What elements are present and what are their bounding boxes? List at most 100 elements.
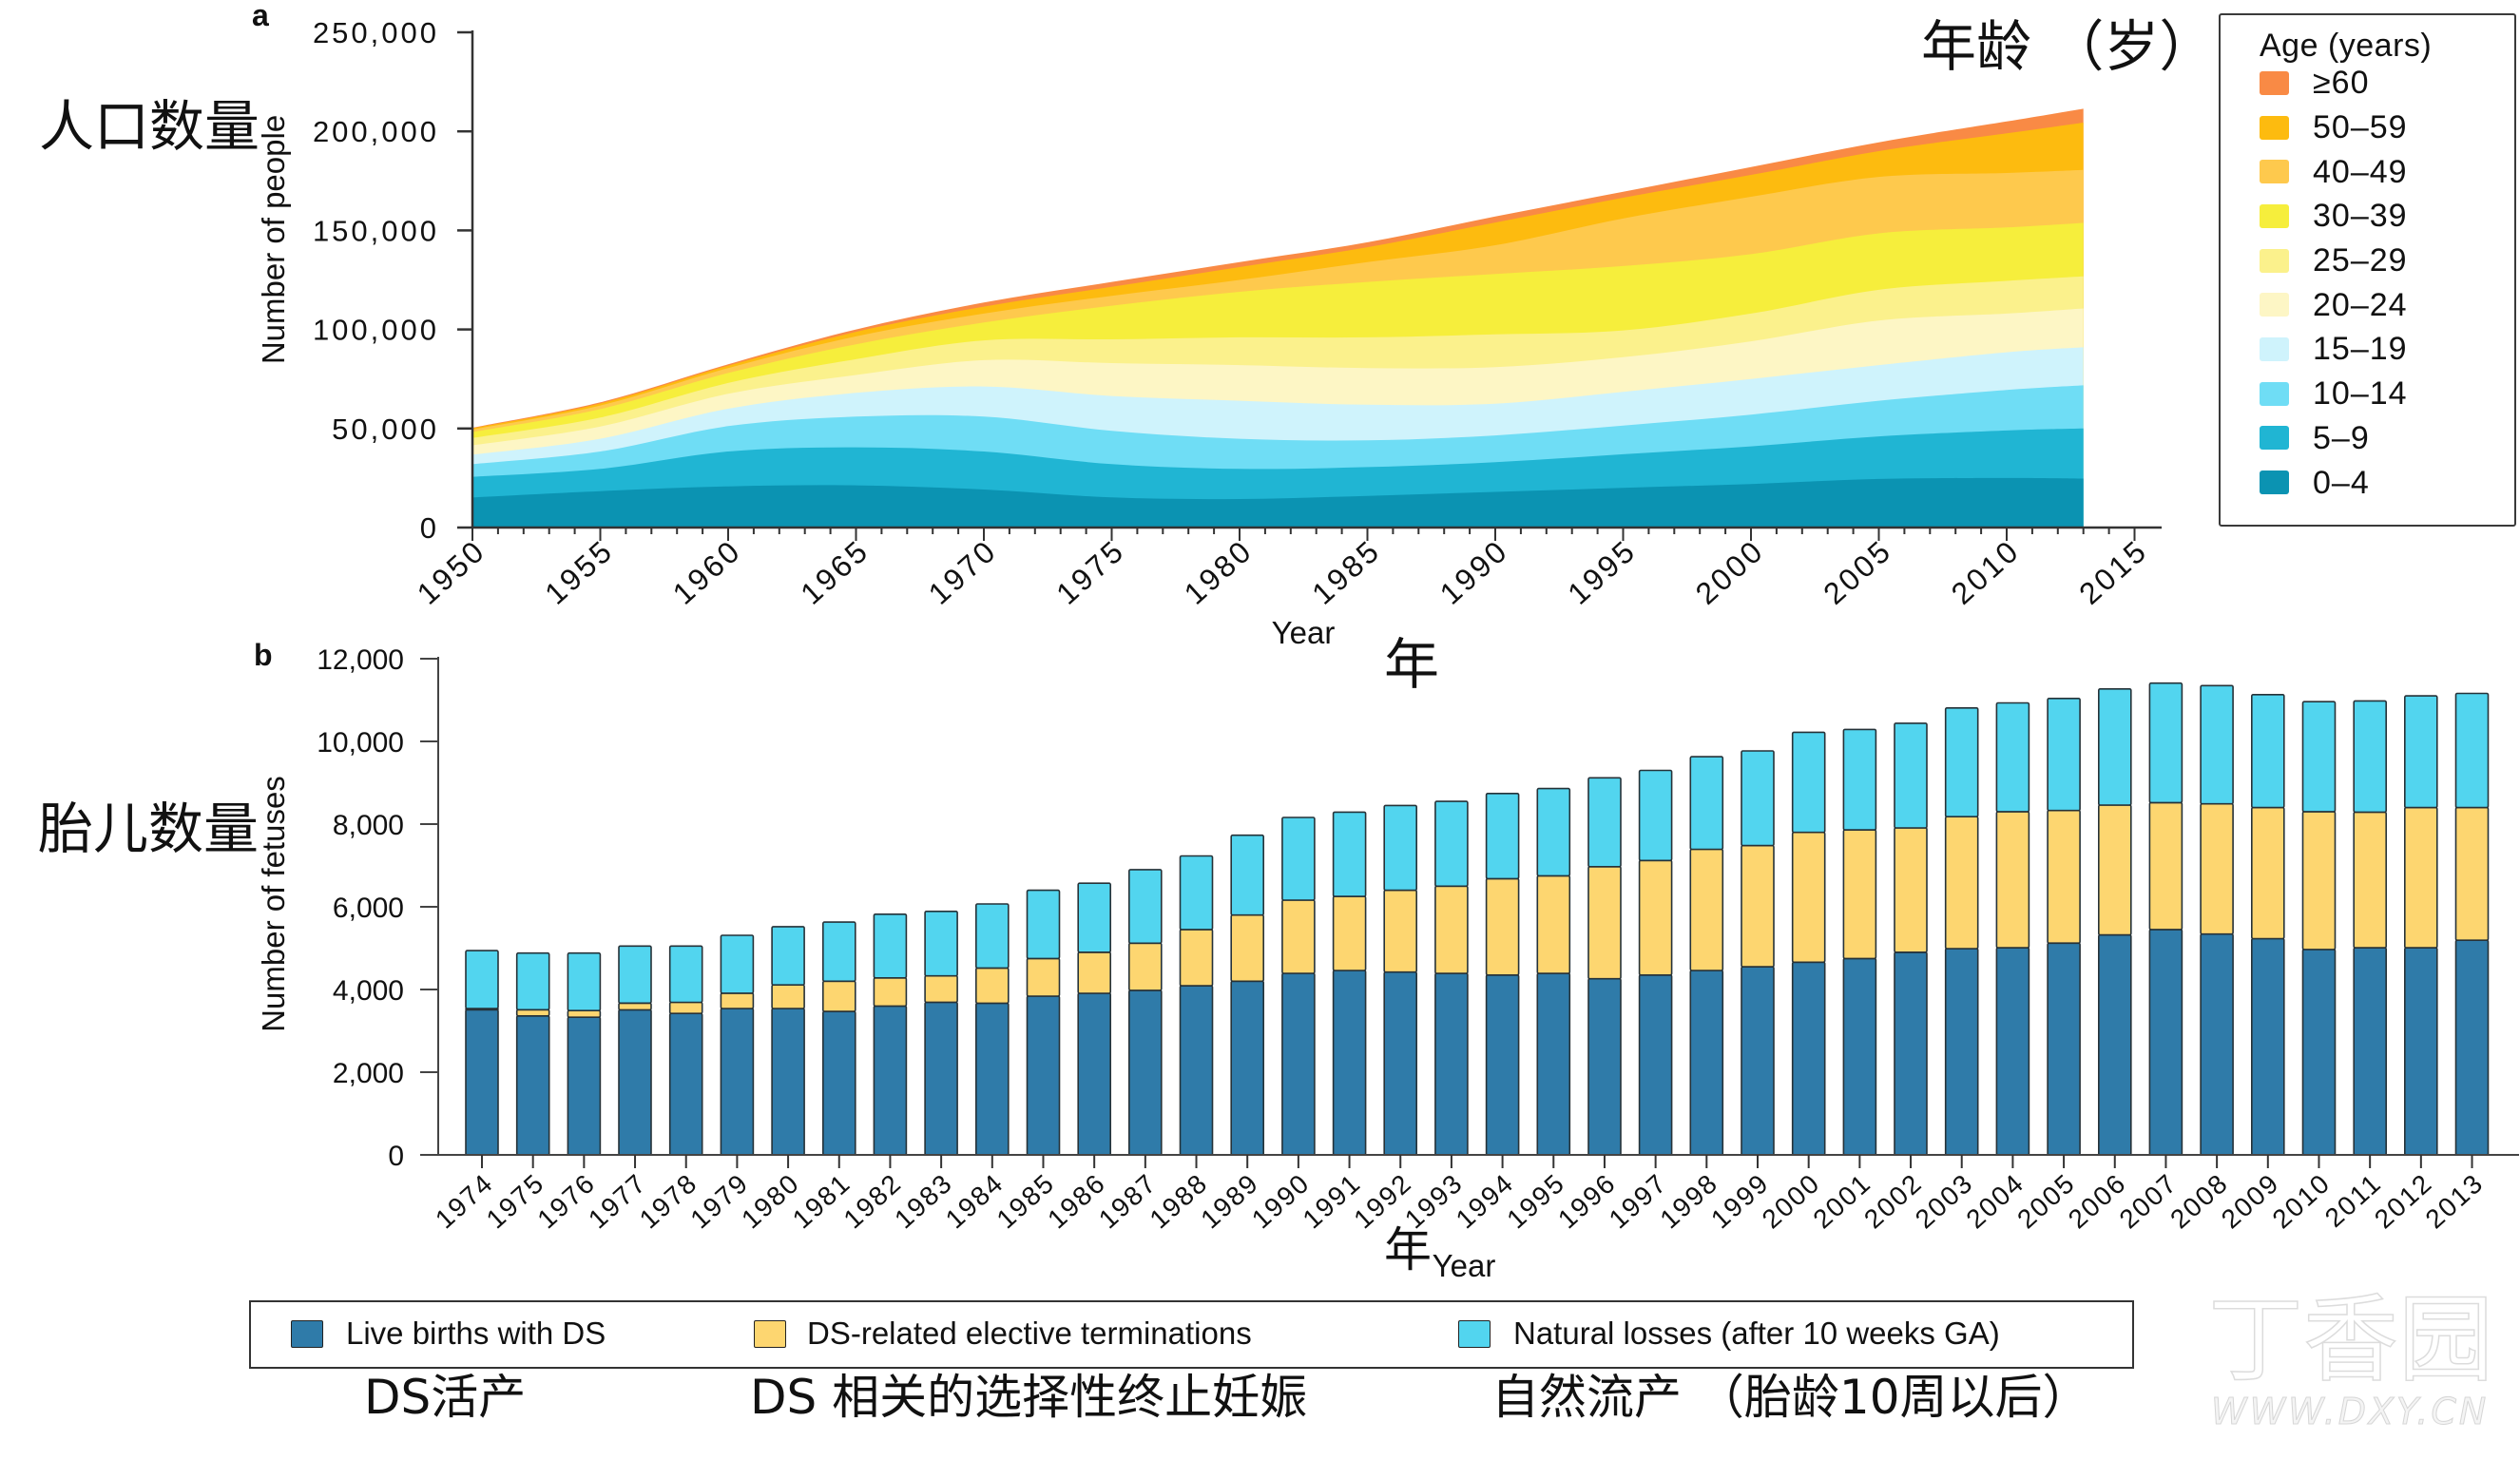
watermark-url: WWW.DXY.CN (2210, 1391, 2490, 1432)
legend-age-groups: Age (years) ≥60 50–59 40–49 30–39 25–29 … (2219, 13, 2516, 527)
y-tick-label: 150,000 (313, 214, 439, 247)
legend-swatch (2260, 115, 2289, 140)
bar-segment-live-births-with-ds (873, 1005, 908, 1156)
bar-segment-ds-related-elective-terminations (2454, 806, 2490, 941)
zh-ylabel-population: 人口数量 (39, 94, 260, 159)
y-tick-label: 100,000 (313, 314, 439, 347)
bar-segment-ds-related-elective-terminations (1077, 951, 1111, 994)
x-tick-label: 2008 (2164, 1167, 2234, 1234)
legend-item: 5–9 (2260, 416, 2408, 461)
legend-label: 10–14 (2313, 375, 2408, 413)
bar-segment-natural-losses-after-10-weeks-ga (1434, 800, 1469, 888)
bar-segment-natural-losses-after-10-weeks-ga (720, 934, 755, 994)
x-tick-label: 1987 (1093, 1167, 1163, 1234)
bar-segment-live-births-with-ds (821, 1010, 856, 1156)
bar-segment-natural-losses-after-10-weeks-ga (873, 912, 908, 979)
bar-segment-ds-related-elective-terminations (1485, 877, 1520, 976)
bar-stack-2010 (2301, 701, 2337, 1156)
legend-swatch (2260, 293, 2289, 317)
legend-swatch (2260, 381, 2289, 406)
bar-segment-natural-losses-after-10-weeks-ga (1741, 750, 1775, 847)
legend-label: 40–49 (2313, 153, 2408, 190)
bar-stack-2002 (1894, 722, 1928, 1156)
bar-segment-natural-losses-after-10-weeks-ga (1128, 869, 1163, 945)
legend-swatch (2260, 70, 2289, 95)
x-tick-label: 1988 (1145, 1167, 1214, 1234)
legend-label-elective-terminations: DS-related elective terminations (807, 1316, 1252, 1351)
bar-stack-1984 (975, 903, 1010, 1156)
bar-stack-1978 (668, 945, 703, 1156)
x-tick-label: 2000 (1757, 1167, 1826, 1234)
x-tick-label: 1960 (666, 532, 748, 610)
bar-segment-natural-losses-after-10-weeks-ga (1383, 804, 1417, 892)
bar-segment-live-births-with-ds (1894, 951, 1928, 1156)
bar-segment-ds-related-elective-terminations (2301, 811, 2337, 951)
bar-segment-ds-related-elective-terminations (1689, 848, 1724, 971)
bar-segment-ds-related-elective-terminations (2148, 801, 2183, 931)
x-tick-label: 1975 (1049, 532, 1131, 610)
bar-segment-natural-losses-after-10-weeks-ga (2454, 692, 2490, 809)
bar-segment-live-births-with-ds (2251, 937, 2285, 1156)
bar-stack-1998 (1689, 756, 1724, 1156)
legend-swatch (2260, 471, 2289, 495)
y-tick-label: 200,000 (313, 115, 439, 148)
x-tick-label: 2005 (1817, 532, 1898, 610)
legend-fetus-outcomes: Live births with DS DS-related elective … (249, 1300, 2134, 1369)
bar-segment-live-births-with-ds (668, 1012, 703, 1156)
bar-segment-ds-related-elective-terminations (821, 980, 856, 1012)
y-tick-label: 10,000 (317, 727, 404, 759)
bar-stack-2003 (1944, 706, 1979, 1156)
y-tick-label: 50,000 (332, 413, 439, 446)
bar-segment-live-births-with-ds (1842, 957, 1877, 1156)
bar-stack-1975 (515, 951, 550, 1156)
bar-segment-ds-related-elective-terminations (1128, 942, 1163, 991)
bar-segment-ds-related-elective-terminations (975, 967, 1010, 1005)
bar-segment-natural-losses-after-10-weeks-ga (465, 950, 499, 1009)
zh-xlabel-year-a: 年 (1384, 632, 1440, 697)
bar-stack-1985 (1026, 889, 1061, 1156)
x-tick-label: 1984 (940, 1167, 1010, 1234)
bar-segment-natural-losses-after-10-weeks-ga (1842, 728, 1877, 831)
legend-label-live-births: Live births with DS (346, 1316, 606, 1351)
x-tick-label: 1981 (787, 1167, 856, 1234)
legend-item: 15–19 (2260, 327, 2408, 372)
bar-segment-live-births-with-ds (2353, 947, 2387, 1156)
x-tick-label: 2009 (2216, 1167, 2285, 1234)
x-axis-title: Year (1272, 615, 1336, 650)
bar-segment-natural-losses-after-10-weeks-ga (821, 921, 856, 983)
bar-segment-live-births-with-ds (1434, 972, 1469, 1156)
zh-legend-elective-terminations: DS 相关的选择性终止妊娠 (750, 1370, 1308, 1425)
zh-ylabel-fetuses: 胎儿数量 (38, 797, 260, 861)
legend-swatch-live-births (291, 1320, 323, 1348)
bar-stack-1976 (567, 951, 602, 1156)
x-tick-label: 1982 (837, 1167, 907, 1234)
zh-xlabel-year-b: 年 (1384, 1222, 1432, 1278)
bar-segment-ds-related-elective-terminations (2404, 806, 2438, 949)
panel-label-b: b (254, 638, 273, 672)
bar-stack-2004 (1995, 701, 2030, 1156)
bar-segment-natural-losses-after-10-weeks-ga (1281, 816, 1316, 901)
legend-swatch-elective-terminations (754, 1320, 786, 1348)
bar-segment-live-births-with-ds (2098, 933, 2132, 1156)
bar-stack-1995 (1536, 787, 1571, 1156)
bar-segment-live-births-with-ds (1791, 961, 1826, 1156)
y-tick-label: 2,000 (333, 1058, 404, 1089)
x-tick-label: 2002 (1858, 1167, 1928, 1234)
x-tick-label: 1977 (583, 1167, 652, 1234)
bar-segment-ds-related-elective-terminations (515, 1009, 550, 1017)
bar-segment-natural-losses-after-10-weeks-ga (1638, 769, 1673, 862)
bar-segment-ds-related-elective-terminations (668, 1001, 703, 1014)
x-tick-label: 1996 (1552, 1167, 1622, 1234)
legend-swatch (2260, 160, 2289, 184)
bar-segment-ds-related-elective-terminations (2047, 809, 2081, 944)
bar-segment-natural-losses-after-10-weeks-ga (1689, 756, 1724, 851)
x-tick-label: 1990 (1433, 532, 1515, 610)
legend-label: 15–19 (2313, 331, 2408, 368)
y-tick-label: 4,000 (333, 975, 404, 1007)
bar-segment-ds-related-elective-terminations (873, 977, 908, 1008)
bar-stack-1992 (1383, 804, 1417, 1156)
bar-segment-ds-related-elective-terminations (1230, 913, 1264, 983)
bar-segment-ds-related-elective-terminations (1026, 957, 1061, 997)
bar-segment-live-births-with-ds (2301, 948, 2337, 1156)
x-tick-label: 1978 (634, 1167, 703, 1234)
